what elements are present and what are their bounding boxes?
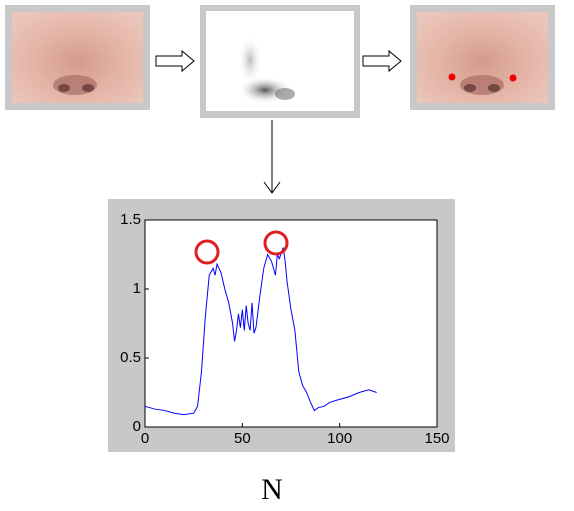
processed-image [200,5,360,118]
x-tick-label: 100 [327,430,352,447]
x-tick-label: 50 [234,430,251,447]
y-tick-label: 0.5 [120,349,141,366]
plot-area [144,219,438,428]
y-tick-label: 1.5 [120,211,141,228]
chart: 0 50 100 150 0 0.5 1 1.5 [120,211,449,447]
y-tick-label: 1 [133,280,141,297]
caption: N [261,473,283,506]
data-line [144,247,377,416]
x-tick-label: 0 [141,430,149,447]
x-tick-label: 150 [424,430,449,447]
down-arrow [263,120,281,194]
peak-marker [263,230,289,256]
peak-marker [194,239,220,265]
output-image [410,5,555,110]
input-image [5,5,150,110]
arrow [362,49,402,73]
y-tick-label: 0 [133,418,141,435]
arrow [155,49,195,73]
